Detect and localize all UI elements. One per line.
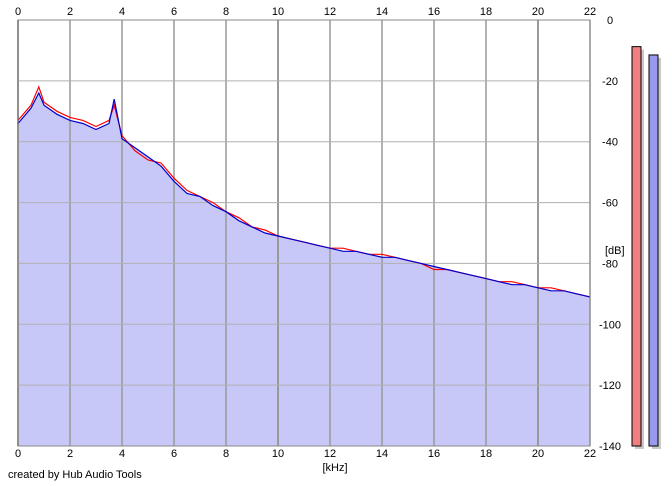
x-tick-label-bottom: 0 <box>15 448 21 460</box>
y-tick-label: -80 <box>602 258 618 270</box>
x-tick-label-bottom: 14 <box>376 448 388 460</box>
y-tick-label: -100 <box>599 319 621 331</box>
y-tick-label: -60 <box>602 198 618 210</box>
y-tick-label: 0 <box>607 15 613 27</box>
y-ticks: 0 -20 -40 -60 -80 -100 -120 -140 <box>599 15 621 453</box>
x-ticks-top: 0 2 4 6 8 10 12 14 16 18 20 22 <box>15 6 596 18</box>
spectrum-fill <box>18 93 590 446</box>
level-meter-0 <box>631 46 642 447</box>
y-axis-label: [dB] <box>605 245 625 257</box>
x-tick-label-bottom: 8 <box>223 448 229 460</box>
plot-frame <box>17 19 591 447</box>
y-tick-label: -40 <box>602 137 618 149</box>
x-tick-label-bottom: 16 <box>428 448 440 460</box>
x-tick-label-top: 4 <box>119 6 125 18</box>
x-tick-label-bottom: 10 <box>272 448 284 460</box>
x-tick-label-bottom: 12 <box>324 448 336 460</box>
credit-text: created by Hub Audio Tools <box>8 469 142 481</box>
x-tick-label-bottom: 18 <box>480 448 492 460</box>
y-tick-label: -20 <box>602 76 618 88</box>
plot-area <box>17 19 591 447</box>
level-meter-1 <box>648 54 659 447</box>
x-tick-label-top: 18 <box>480 6 492 18</box>
x-tick-label-bottom: 4 <box>119 448 125 460</box>
x-tick-label-top: 0 <box>15 6 21 18</box>
x-tick-label-top: 16 <box>428 6 440 18</box>
x-tick-label-top: 8 <box>223 6 229 18</box>
y-tick-label: -120 <box>599 380 621 392</box>
series-line-1 <box>17 91 591 298</box>
x-tick-label-top: 2 <box>67 6 73 18</box>
x-tick-label-top: 20 <box>532 6 544 18</box>
x-tick-label-top: 22 <box>584 6 596 18</box>
x-axis-label: [kHz] <box>322 462 347 474</box>
x-tick-label-top: 12 <box>324 6 336 18</box>
x-tick-label-top: 14 <box>376 6 388 18</box>
x-tick-label-bottom: 22 <box>584 448 596 460</box>
level-meters <box>631 46 661 450</box>
x-tick-label-top: 6 <box>171 6 177 18</box>
x-tick-label-bottom: 20 <box>532 448 544 460</box>
x-tick-label-bottom: 2 <box>67 448 73 460</box>
x-tick-label-top: 10 <box>272 6 284 18</box>
y-tick-label: -140 <box>599 441 621 453</box>
x-tick-label-bottom: 6 <box>171 448 177 460</box>
x-ticks-bottom: 0 2 4 6 8 10 12 14 16 18 20 22 <box>15 448 596 460</box>
